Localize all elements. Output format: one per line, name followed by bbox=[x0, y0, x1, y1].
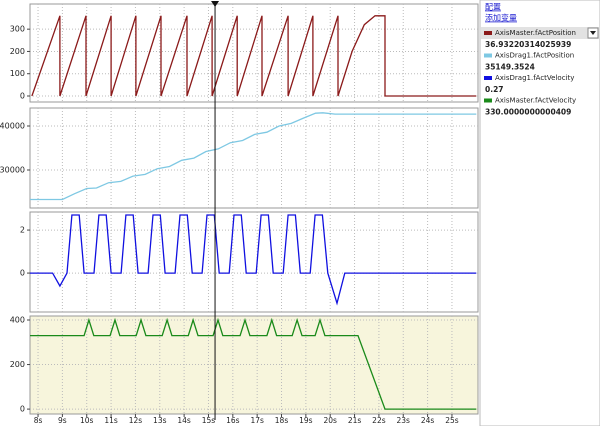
x-tick-label: 18s bbox=[275, 416, 289, 425]
x-tick-label: 21s bbox=[348, 416, 362, 425]
color-swatch bbox=[484, 76, 492, 80]
channel-name[interactable]: AxisMaster.fActPosition bbox=[495, 29, 576, 37]
x-tick-label: 17s bbox=[250, 416, 264, 425]
y-tick-label: 300 bbox=[10, 25, 25, 34]
channel-name[interactable]: AxisMaster.fActVelocity bbox=[495, 97, 576, 105]
y-tick-label: 0 bbox=[20, 91, 25, 100]
color-swatch bbox=[484, 53, 492, 58]
trace bbox=[30, 214, 477, 306]
y-tick-label: 0 bbox=[20, 405, 25, 414]
plot-area bbox=[29, 211, 479, 313]
channel-value: 330.0000000000409 bbox=[485, 108, 571, 117]
channel-value: 36.93220314025939 bbox=[485, 40, 571, 49]
x-tick-label: 12s bbox=[129, 416, 143, 425]
x-tick-label: 19s bbox=[299, 416, 313, 425]
x-tick-label: 24s bbox=[421, 416, 435, 425]
add-variable-link[interactable]: 添加变量 bbox=[485, 13, 517, 23]
y-tick-label: 200 bbox=[10, 47, 25, 56]
plot-area bbox=[29, 107, 479, 209]
color-swatch bbox=[484, 31, 492, 35]
channel-panel bbox=[479, 0, 600, 427]
x-tick-label: 13s bbox=[153, 416, 167, 425]
x-tick-label: 20s bbox=[323, 416, 337, 425]
x-tick-label: 25s bbox=[445, 416, 459, 425]
x-tick-label: 16s bbox=[226, 416, 240, 425]
y-tick-label: 400 bbox=[10, 316, 25, 325]
plot-area bbox=[29, 3, 479, 103]
y-tick-label: 200 bbox=[10, 360, 25, 369]
y-tick-label: 2 bbox=[20, 226, 25, 235]
x-tick-label: 10s bbox=[80, 416, 94, 425]
selected-row bbox=[481, 27, 599, 39]
x-tick-label: 23s bbox=[397, 416, 411, 425]
x-tick-label: 11s bbox=[104, 416, 118, 425]
channel-value: 0.27 bbox=[485, 85, 504, 94]
trace bbox=[30, 112, 477, 201]
channel-name[interactable]: AxisDrag1.fActVelocity bbox=[495, 74, 574, 82]
y-tick-label: 100 bbox=[10, 69, 25, 78]
x-tick-label: 22s bbox=[372, 416, 386, 425]
trace bbox=[31, 15, 477, 97]
channel-value: 35149.3524 bbox=[485, 63, 535, 72]
dropdown-arrow bbox=[590, 31, 596, 35]
trace bbox=[30, 317, 477, 410]
x-tick-label: 14s bbox=[177, 416, 191, 425]
channel-name[interactable]: AxisDrag1.fActPosition bbox=[495, 52, 574, 60]
color-swatch bbox=[484, 98, 492, 103]
cursor-handle[interactable] bbox=[211, 1, 220, 7]
x-tick-label: 9s bbox=[58, 416, 67, 425]
x-tick-label: 15s bbox=[202, 416, 216, 425]
y-tick-label: 40000 bbox=[0, 121, 25, 130]
plot-area bbox=[29, 315, 479, 415]
y-tick-label: 30000 bbox=[0, 165, 25, 174]
config-link[interactable]: 配置 bbox=[485, 3, 501, 12]
x-tick-label: 8s bbox=[34, 416, 43, 425]
y-tick-label: 0 bbox=[20, 269, 25, 278]
